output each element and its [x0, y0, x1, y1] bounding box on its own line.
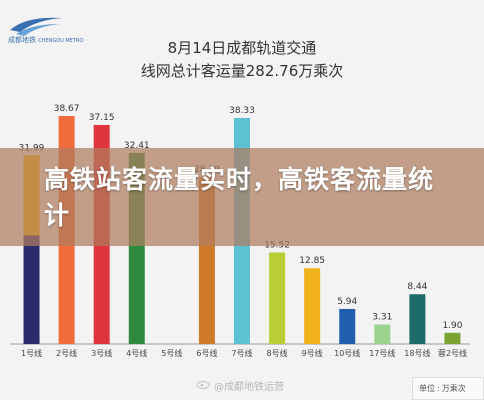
chart-title-date: 8月14日成都轨道交通 — [167, 39, 317, 57]
bar-8 — [269, 252, 286, 344]
bar-10 — [339, 308, 356, 344]
watermark-text: @成都地铁运营 — [214, 382, 284, 393]
value-label-3: 37.15 — [89, 113, 115, 123]
chart-title-total: 线网总计客运量282.76万乘次 — [140, 62, 344, 80]
value-label-2: 38.67 — [54, 104, 80, 114]
overlay-headline: 高铁站客流量实时，高铁客流量统计 — [44, 165, 435, 230]
value-label-11: 3.31 — [372, 312, 392, 322]
weibo-icon — [196, 381, 210, 389]
value-label-12: 8.44 — [407, 282, 427, 292]
bar-12 — [409, 294, 426, 344]
logo-text: 成都地铁 CHENGDU METRO — [8, 36, 84, 44]
value-label-4: 32.41 — [124, 141, 150, 151]
unit-separator: : — [437, 384, 440, 393]
unit-badge: 单位 : 万乘次 — [412, 377, 484, 400]
x-tick-label-8: 8号线 — [267, 348, 288, 358]
bar-9 — [304, 268, 321, 344]
x-tick-label-3: 3号线 — [91, 348, 112, 358]
value-label-13: 1.90 — [442, 321, 462, 331]
value-label-7: 38.33 — [229, 106, 255, 116]
x-tick-label-10: 10号线 — [334, 348, 360, 358]
bar-13 — [444, 332, 461, 344]
unit-value: 万乘次 — [441, 384, 466, 393]
x-tick-label-2: 2号线 — [56, 348, 77, 358]
x-tick-label-12: 18号线 — [404, 348, 430, 358]
overlay-banner — [0, 148, 484, 246]
bar-11 — [374, 324, 391, 344]
x-tick-label-6: 6号线 — [196, 348, 217, 358]
unit-label: 单位 — [419, 384, 435, 393]
x-tick-label-13: 蓉2号线 — [438, 348, 467, 358]
value-label-9: 12.85 — [299, 256, 325, 266]
x-tick-label-1: 1号线 — [21, 348, 42, 358]
x-tick-label-group: 1号线 2号线 3号线 4号线 5号线 6号线 7号线 8号线 9号线 10号线 17号线 18号线蓉… — [21, 348, 467, 358]
x-tick-label-9: 9号线 — [302, 348, 323, 358]
x-tick-label-11: 17号线 — [369, 348, 395, 358]
x-tick-label-7: 7号线 — [231, 348, 252, 358]
x-tick-label-4: 4号线 — [126, 348, 147, 358]
x-tick-label-5: 5号线 — [161, 348, 182, 358]
metro-logo-icon — [10, 17, 62, 36]
value-label-10: 5.94 — [337, 297, 357, 307]
